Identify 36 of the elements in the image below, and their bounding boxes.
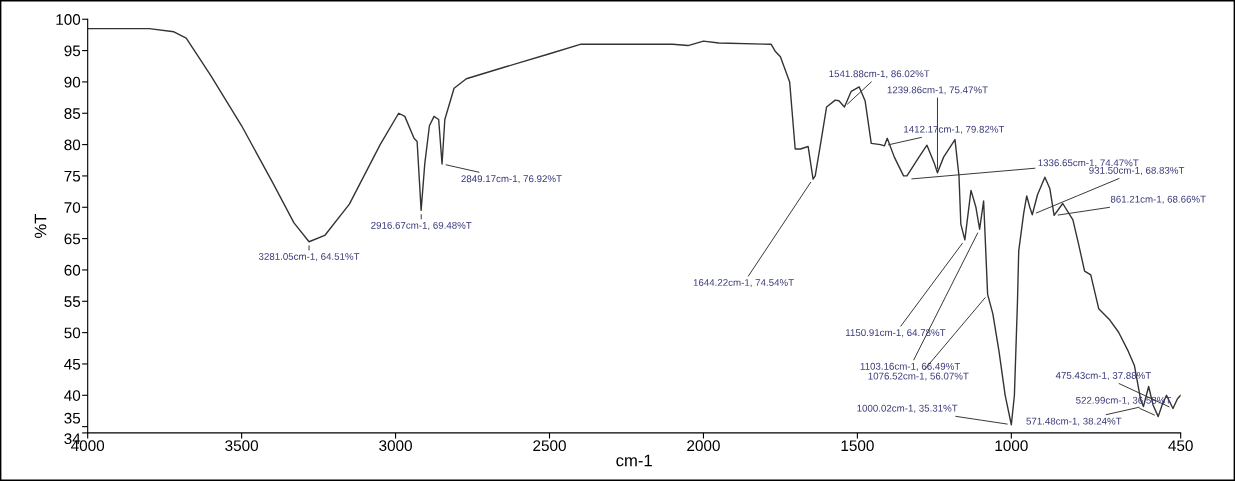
y-tick-label: 45	[64, 358, 81, 370]
annotation: 1541.88cm-1, 86.02%T	[829, 70, 930, 79]
y-tick-label: 55	[64, 296, 81, 307]
x-axis-title: cm-1	[616, 454, 652, 467]
annotation: 2849.17cm-1, 76.92%T	[461, 175, 562, 184]
y-tick-label: 60	[64, 264, 81, 276]
annotation: 1000.02cm-1, 35.31%T	[857, 404, 958, 413]
annotation: 1644.22cm-1, 74.54%T	[693, 279, 794, 288]
y-tick-label: 40	[64, 390, 81, 401]
annotation: 861.21cm-1, 68.66%T	[1110, 195, 1206, 204]
x-tick-label: 1000	[995, 440, 1028, 452]
annotation: 571.48cm-1, 38.24%T	[1026, 417, 1122, 426]
annotation: 931.50cm-1, 68.83%T	[1089, 166, 1185, 175]
annotation: 3281.05cm-1, 64.51%T	[258, 253, 360, 262]
y-tick-label: 75	[64, 170, 81, 182]
y-tick-label: 100	[56, 14, 81, 25]
y-tick-label: 65	[64, 233, 81, 245]
x-tick-label: 3000	[379, 440, 412, 452]
y-tick-label: 85	[64, 108, 81, 119]
annotation: 1150.91cm-1, 64.78%T	[845, 329, 946, 338]
x-tick-label: 2500	[533, 440, 566, 452]
y-tick-label: 95	[64, 45, 81, 57]
y-tick-label: 70	[64, 202, 81, 213]
y-tick-label: 80	[64, 139, 81, 151]
annotation: 2916.67cm-1, 69.48%T	[371, 221, 472, 230]
x-tick-label: 2000	[687, 440, 720, 452]
annotation: 1239.86cm-1, 75.47%T	[887, 86, 988, 95]
y-tick-label: 90	[64, 76, 81, 88]
annotation: 1076.52cm-1, 56.07%T	[868, 372, 969, 381]
x-tick-label: 1500	[841, 440, 874, 452]
x-tick-label: 450	[1168, 440, 1193, 452]
y-tick-label: 50	[64, 327, 81, 339]
y-tick-label: 35	[64, 412, 81, 424]
annotation: 1336.65cm-1, 74.47%T	[1038, 159, 1139, 168]
y-axis-title: %T	[34, 213, 47, 238]
x-tick-label: 3500	[225, 440, 259, 452]
